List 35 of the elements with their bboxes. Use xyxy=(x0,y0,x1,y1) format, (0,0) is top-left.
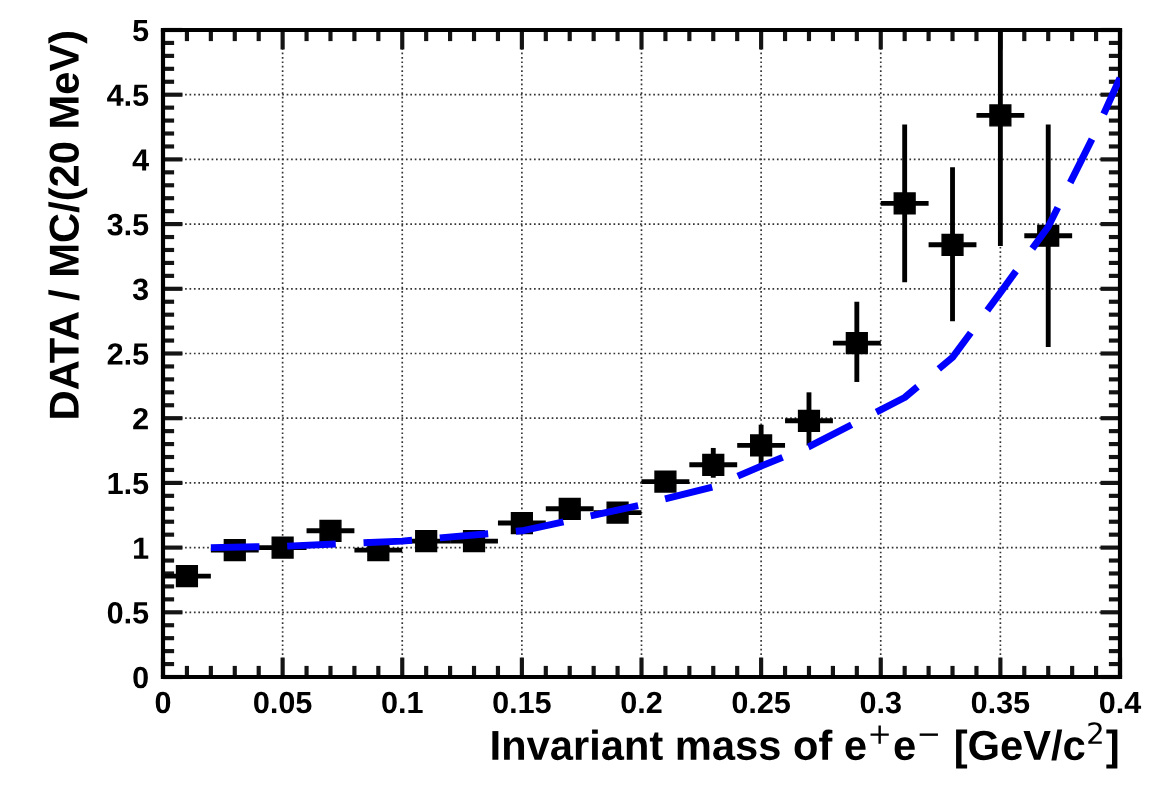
point xyxy=(654,470,677,493)
y-tick-label: 1.5 xyxy=(108,472,149,495)
x-tick-label: 0.25 xyxy=(732,691,791,714)
x-tick-label: 0.05 xyxy=(254,691,312,714)
y-tick-label: 4.5 xyxy=(107,84,149,107)
point xyxy=(893,192,916,215)
x-axis-title: Invariant mass of e$^{+}$e$^{−}$ [GeV/c$^{2}$] xyxy=(492,722,1118,769)
x-tick-label: 0.1 xyxy=(382,691,423,714)
point xyxy=(750,434,773,457)
point xyxy=(558,497,581,520)
point xyxy=(175,564,199,588)
point xyxy=(319,519,342,542)
point xyxy=(941,233,964,256)
y-axis-title: DATA / MC/(20 MeV) xyxy=(48,32,88,418)
y-tick-label: 0.5 xyxy=(107,602,149,624)
point xyxy=(702,453,725,476)
x-tick-label: 0.4 xyxy=(1099,691,1142,714)
point xyxy=(797,409,821,432)
point xyxy=(989,104,1012,127)
point xyxy=(845,332,868,355)
y-tick-label: 3.5 xyxy=(107,213,149,236)
point xyxy=(415,530,438,553)
y-tick-label: 2 xyxy=(133,407,148,430)
x-tick-label: 0 xyxy=(155,691,171,714)
point xyxy=(271,536,294,559)
y-tick-label: 4 xyxy=(132,149,149,171)
y-tick-label: 0 xyxy=(133,666,148,689)
x-tick-label: 0.15 xyxy=(493,691,551,714)
x-tick-label: 0.35 xyxy=(971,691,1030,714)
x-tick-label: 0.2 xyxy=(621,691,662,714)
x-tick-label: 0.3 xyxy=(860,691,901,714)
y-tick-label: 1 xyxy=(134,537,149,559)
y-tick-label: 2.5 xyxy=(107,343,149,365)
y-tick-label: 5 xyxy=(133,20,149,42)
y-tick-label: 3 xyxy=(132,278,149,301)
